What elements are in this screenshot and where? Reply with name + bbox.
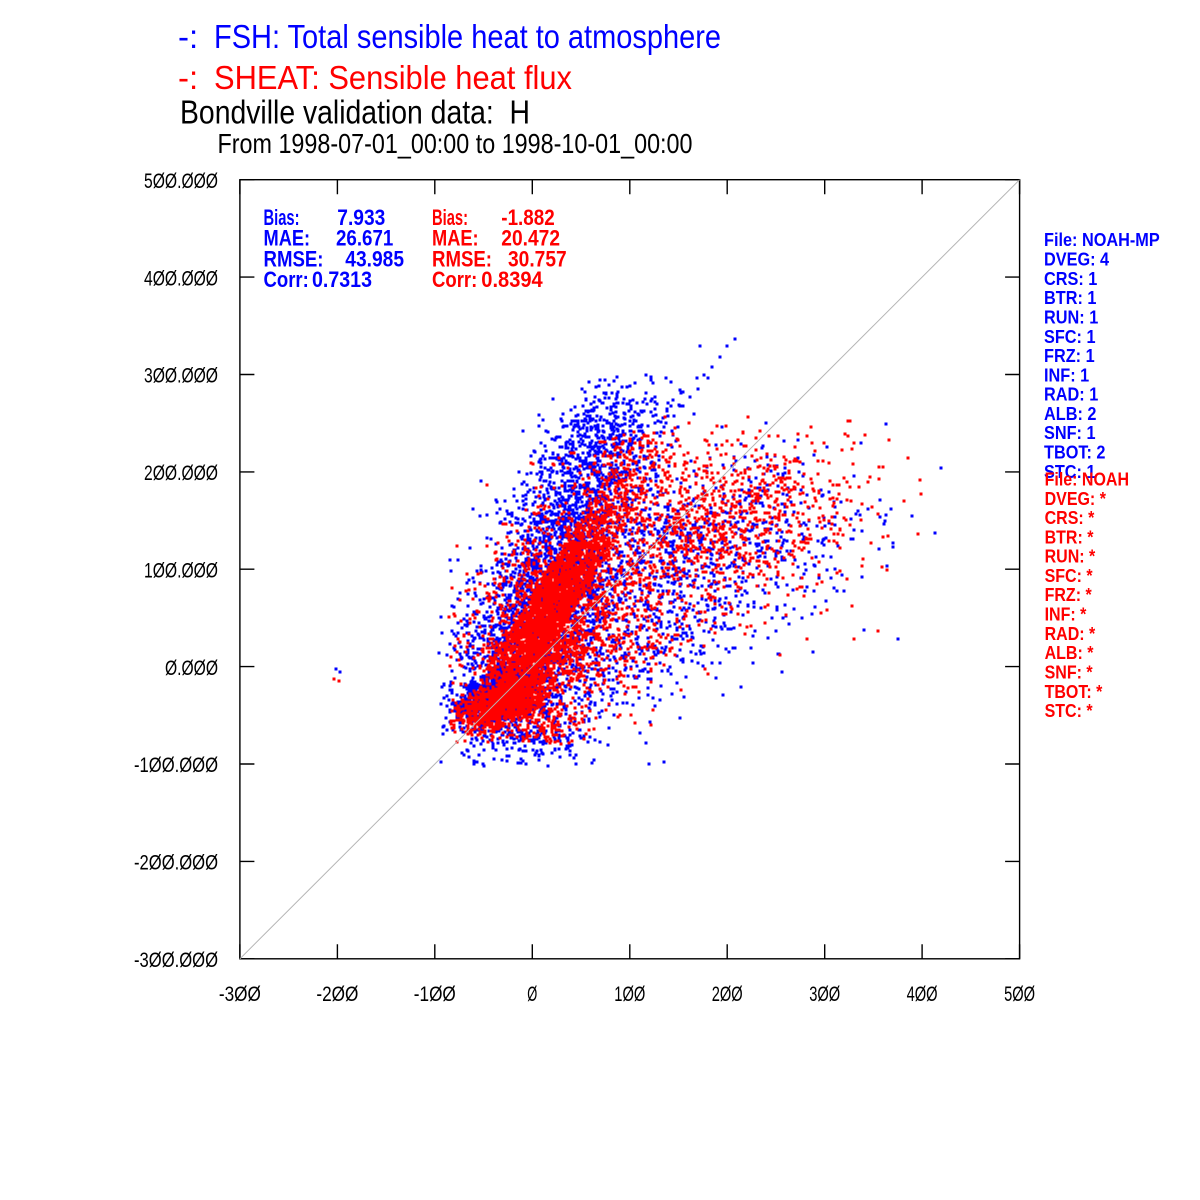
svg-text:FSH: Total sensible heat to at: FSH: Total sensible heat to atmosphere — [214, 18, 721, 55]
svg-text:RAD: 1: RAD: 1 — [1044, 384, 1099, 405]
svg-text:Bias:: Bias: — [432, 205, 468, 230]
svg-text:SFC: *: SFC: * — [1045, 565, 1093, 586]
svg-text:3ØØ: 3ØØ — [809, 983, 840, 1006]
svg-text:Bias:: Bias: — [264, 205, 300, 230]
svg-text:0.7313: 0.7313 — [312, 267, 372, 292]
svg-text:RUN: *: RUN: * — [1045, 546, 1096, 567]
svg-text:-1ØØ.ØØØ: -1ØØ.ØØØ — [134, 754, 218, 777]
svg-text:0.8394: 0.8394 — [481, 267, 543, 292]
svg-text:STC: 1: STC: 1 — [1044, 461, 1096, 482]
svg-text:-3ØØ: -3ØØ — [219, 983, 261, 1006]
svg-text:STC: *: STC: * — [1045, 700, 1093, 721]
svg-text:TBOT: 2: TBOT: 2 — [1044, 442, 1105, 463]
svg-text:2ØØ.ØØØ: 2ØØ.ØØØ — [144, 462, 218, 485]
svg-text:SNF: *: SNF: * — [1045, 661, 1093, 682]
svg-text:1ØØ.ØØØ: 1ØØ.ØØØ — [144, 560, 218, 583]
svg-text:File: NOAH-MP: File: NOAH-MP — [1044, 229, 1160, 250]
svg-text:-:: -: — [178, 59, 198, 96]
svg-text:1ØØ: 1ØØ — [614, 983, 645, 1006]
svg-text:30.757: 30.757 — [508, 246, 567, 271]
svg-text:From 1998-07-01_00:00 to 1998-: From 1998-07-01_00:00 to 1998-10-01_00:0… — [218, 128, 693, 159]
svg-text:TBOT: *: TBOT: * — [1045, 681, 1103, 702]
svg-text:DVEG: 4: DVEG: 4 — [1044, 249, 1109, 270]
svg-text:4ØØ.ØØØ: 4ØØ.ØØØ — [144, 267, 218, 290]
svg-text:FRZ: *: FRZ: * — [1045, 584, 1092, 605]
svg-text:BTR: 1: BTR: 1 — [1044, 287, 1097, 308]
svg-text:File: NOAH: File: NOAH — [1045, 468, 1129, 489]
svg-text:INF: *: INF: * — [1045, 603, 1087, 624]
svg-text:MAE:: MAE: — [264, 226, 311, 251]
svg-text:5ØØ: 5ØØ — [1004, 983, 1035, 1006]
svg-text:FRZ: 1: FRZ: 1 — [1044, 345, 1095, 366]
svg-text:Ø: Ø — [527, 983, 537, 1006]
svg-text:INF: 1: INF: 1 — [1044, 364, 1090, 385]
svg-text:5ØØ.ØØØ: 5ØØ.ØØØ — [144, 170, 218, 193]
svg-text:Ø.ØØØ: Ø.ØØØ — [165, 657, 218, 680]
svg-text:RAD: *: RAD: * — [1045, 623, 1096, 644]
svg-text:RMSE:: RMSE: — [432, 246, 492, 271]
svg-text:CRS: *: CRS: * — [1045, 507, 1095, 528]
svg-text:-:: -: — [178, 18, 198, 55]
svg-text:-1ØØ: -1ØØ — [414, 983, 456, 1006]
svg-text:26.671: 26.671 — [336, 226, 393, 251]
svg-text:20.472: 20.472 — [501, 226, 560, 251]
svg-text:DVEG: *: DVEG: * — [1045, 488, 1107, 509]
svg-text:BTR: *: BTR: * — [1045, 526, 1094, 547]
svg-text:SNF: 1: SNF: 1 — [1044, 422, 1096, 443]
svg-text:RUN: 1: RUN: 1 — [1044, 306, 1099, 327]
svg-text:ALB: 2: ALB: 2 — [1044, 403, 1096, 424]
svg-text:3ØØ.ØØØ: 3ØØ.ØØØ — [144, 365, 218, 388]
svg-text:RMSE:: RMSE: — [264, 246, 324, 271]
svg-text:Corr:: Corr: — [264, 267, 309, 292]
svg-text:43.985: 43.985 — [345, 246, 404, 271]
svg-text:7.933: 7.933 — [337, 205, 385, 230]
svg-text:SHEAT: Sensible heat flux: SHEAT: Sensible heat flux — [214, 59, 572, 96]
svg-text:-2ØØ: -2ØØ — [316, 983, 358, 1006]
svg-text:MAE:: MAE: — [432, 226, 479, 251]
svg-text:Corr:: Corr: — [432, 267, 477, 292]
svg-text:CRS: 1: CRS: 1 — [1044, 268, 1098, 289]
svg-text:-1.882: -1.882 — [501, 205, 554, 230]
svg-text:2ØØ: 2ØØ — [712, 983, 743, 1006]
svg-text:SFC: 1: SFC: 1 — [1044, 326, 1096, 347]
svg-text:4ØØ: 4ØØ — [907, 983, 938, 1006]
svg-text:-2ØØ.ØØØ: -2ØØ.ØØØ — [134, 852, 218, 875]
svg-text:ALB: *: ALB: * — [1045, 642, 1094, 663]
svg-text:Bondville validation data: H: Bondville validation data: H — [180, 94, 530, 131]
svg-text:-3ØØ.ØØØ: -3ØØ.ØØØ — [134, 949, 218, 972]
